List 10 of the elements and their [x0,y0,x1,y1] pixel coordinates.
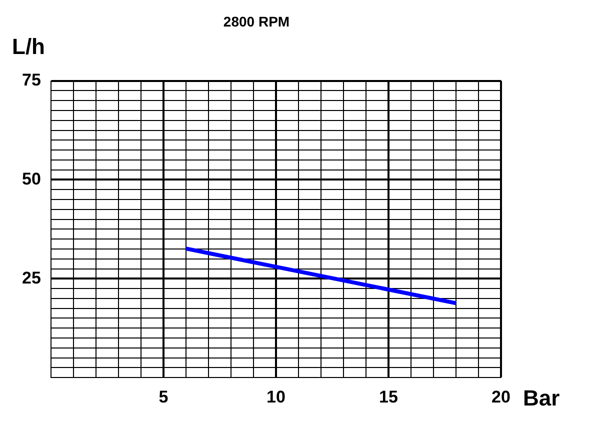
x-tick-label: 15 [379,387,398,406]
x-tick-label: 20 [492,387,510,406]
y-tick-label: 75 [22,70,41,90]
x-tick-label: 5 [158,387,168,406]
y-axis-title: L/h [12,34,45,59]
x-axis-title: Bar [523,386,560,411]
y-tick-label: 50 [22,169,41,188]
y-tick-label: 25 [22,268,41,288]
x-tick-label: 10 [266,387,286,406]
chart-title: 2800 RPM [223,13,290,30]
